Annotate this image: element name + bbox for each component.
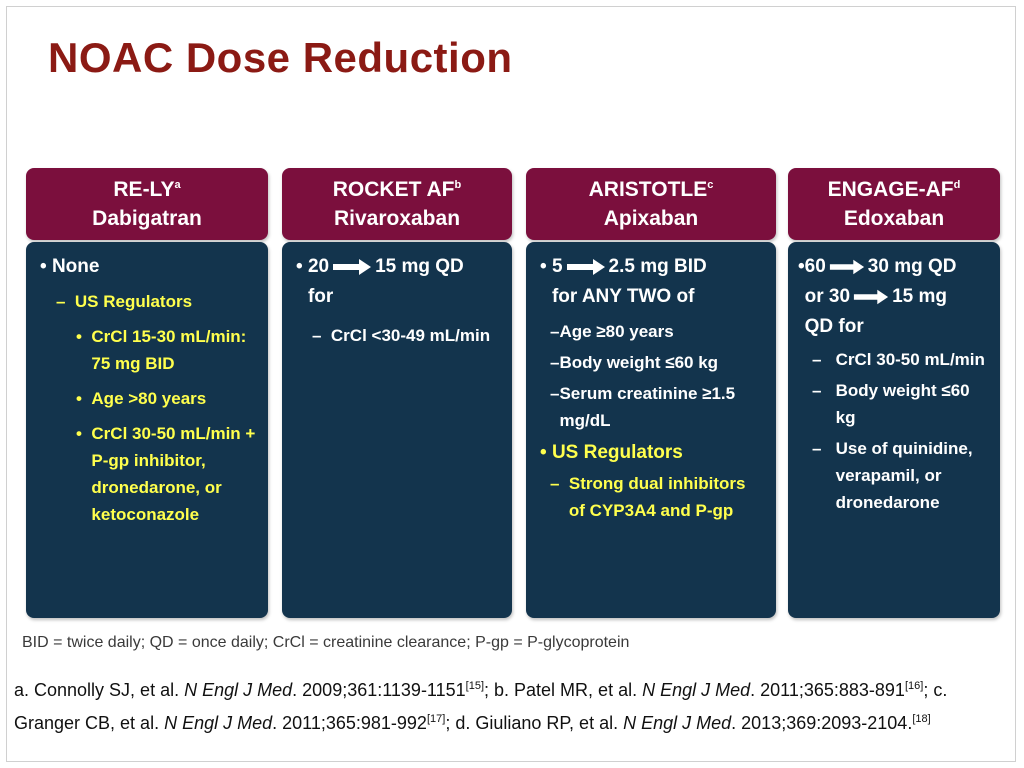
reference-item: ; b. Patel MR, et al. N Engl J Med. 2011… [484,680,924,700]
abbreviations-footnote: BID = twice daily; QD = once daily; CrCl… [22,634,630,651]
bullet-item: – Use of quinidine, verapamil, or droned… [812,439,973,512]
column-body: • 20 15 mg QD for – CrCl <30-49 mL/min [282,242,512,618]
drug-name: Apixaban [603,207,699,230]
arrow-right-icon [333,258,372,275]
column-header: RE-LYa Dabigatran [26,168,268,240]
bullet-item: – Strong dual inhibitors of CYP3A4 and P… [550,474,746,520]
arrow-right-icon [566,258,605,275]
slide-border [6,6,1016,762]
drug-name: Rivaroxaban [333,207,461,230]
column-body: • 60 30 mg QD or 30 15 mg QD for – CrCl 30-50… [788,242,1000,618]
arrow-right-icon [853,289,889,305]
slide-title: NOAC Dose Reduction [48,34,513,81]
column-body: • None – US Regulators • CrCl 15-30 mL/m… [26,242,268,618]
reference-item: ; c. Granger CB, et al. N Engl J Med. 20… [14,680,948,733]
column-header: ARISTOTLEc Apixaban [526,168,776,240]
trial-ref-letter: a [174,179,181,191]
bullet-item: • CrCl 15-30 mL/min: 75 mg BID [76,327,247,373]
trial-name: ARISTOTLE [588,178,708,201]
bullet-item: – Serum creatinine ≥1.5 mg/dL [550,384,736,430]
trial-ref-letter: c [707,179,714,191]
trial-name: ENGAGE-AF [827,178,954,201]
trial-name: ROCKET AF [332,178,455,201]
bullet-item: – Body weight ≤60 kg [812,381,970,427]
drug-name: Dabigatran [92,207,202,230]
trial-ref-letter: b [454,179,462,191]
column-header: ENGAGE-AFd Edoxaban [788,168,1000,240]
bullet-dose: • 5 2.5 mg BID for ANY TWO of [540,256,707,307]
bullet-sub-heading: – US Regulators [56,292,193,311]
bullet-item: • CrCl 30-50 mL/min + P-gp inhibitor, dr… [76,424,256,524]
trial-name: RE-LY [113,178,175,201]
bullet-dose: • 60 30 mg QD or 30 15 mg QD for [798,256,957,337]
bullet-item: – Body weight ≤60 kg [550,353,719,372]
bullet-item: – Age ≥80 years [550,322,674,341]
bullet-main: • None [40,256,100,277]
column-body: • 5 2.5 mg BID for ANY TWO of – Age ≥80 yea… [526,242,776,618]
drug-name: Edoxaban [843,207,945,230]
trial-ref-letter: d [953,179,961,191]
bullet-dose: • 20 15 mg QD for [296,256,464,307]
reference-item: ; d. Giuliano RP, et al. N Engl J Med. 2… [445,713,931,733]
arrow-right-icon [829,259,864,275]
bullet-item: – CrCl 30-50 mL/min [812,350,985,369]
bullet-item: – CrCl <30-49 mL/min [312,326,491,345]
bullet-item: • Age >80 years [76,389,207,408]
reference-item: a. Connolly SJ, et al. N Engl J Med. 200… [14,680,485,700]
bullet-sub-heading: • US Regulators [540,442,683,463]
column-header: ROCKET AFb Rivaroxaban [282,168,512,240]
references: a. Connolly SJ, et al. N Engl J Med. 200… [14,672,1010,738]
